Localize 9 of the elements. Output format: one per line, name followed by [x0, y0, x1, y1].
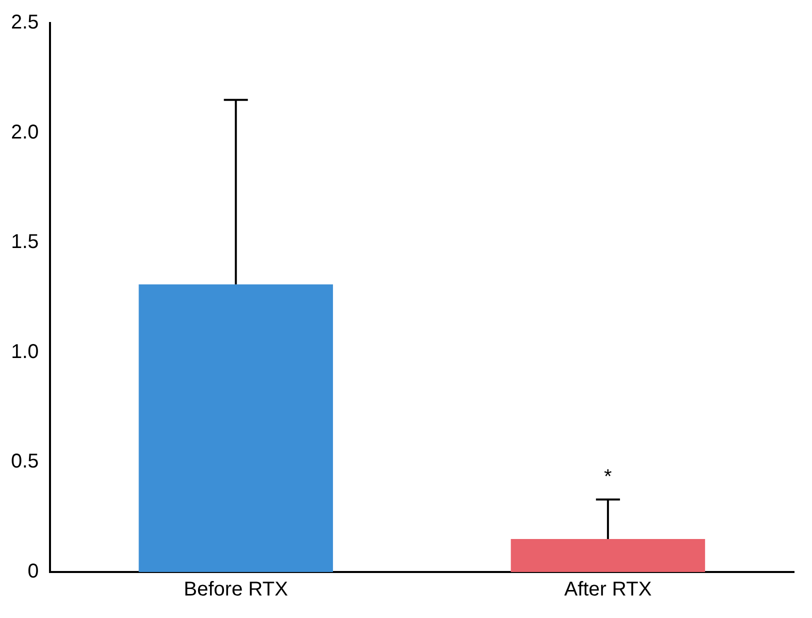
y-tick-label: 1.5	[10, 231, 39, 254]
y-tick-label: 2.0	[10, 121, 39, 144]
y-tick-label: 1.0	[10, 340, 39, 363]
y-tick-label: 2.5	[10, 12, 39, 34]
annotation: *	[604, 466, 612, 488]
y-tick-label: 0.5	[10, 450, 39, 473]
x-tick-label: After RTX	[564, 578, 652, 601]
y-tick-label: 0	[28, 560, 39, 583]
x-tick-label: Before RTX	[184, 578, 288, 601]
